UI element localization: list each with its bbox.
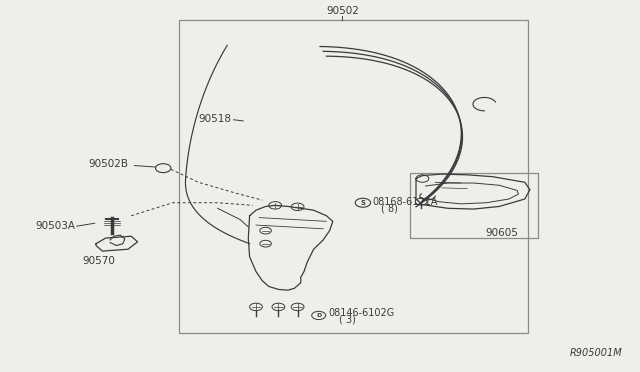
Bar bbox=[410, 173, 538, 238]
Text: ( 3): ( 3) bbox=[339, 315, 356, 325]
Text: D: D bbox=[316, 313, 321, 318]
Text: R905001M: R905001M bbox=[570, 348, 622, 358]
Bar bbox=[179, 20, 528, 333]
Text: 90518: 90518 bbox=[198, 114, 232, 124]
Text: ( 8): ( 8) bbox=[381, 203, 397, 213]
Text: S: S bbox=[360, 200, 365, 206]
Text: 08146-6102G: 08146-6102G bbox=[328, 308, 395, 318]
Text: 90503A: 90503A bbox=[35, 221, 76, 231]
Text: 90502B: 90502B bbox=[88, 160, 128, 169]
Text: 90570: 90570 bbox=[83, 256, 116, 266]
Text: 08168-6121A: 08168-6121A bbox=[372, 197, 438, 206]
Text: 90605: 90605 bbox=[485, 228, 518, 238]
Text: 90502: 90502 bbox=[326, 6, 359, 16]
